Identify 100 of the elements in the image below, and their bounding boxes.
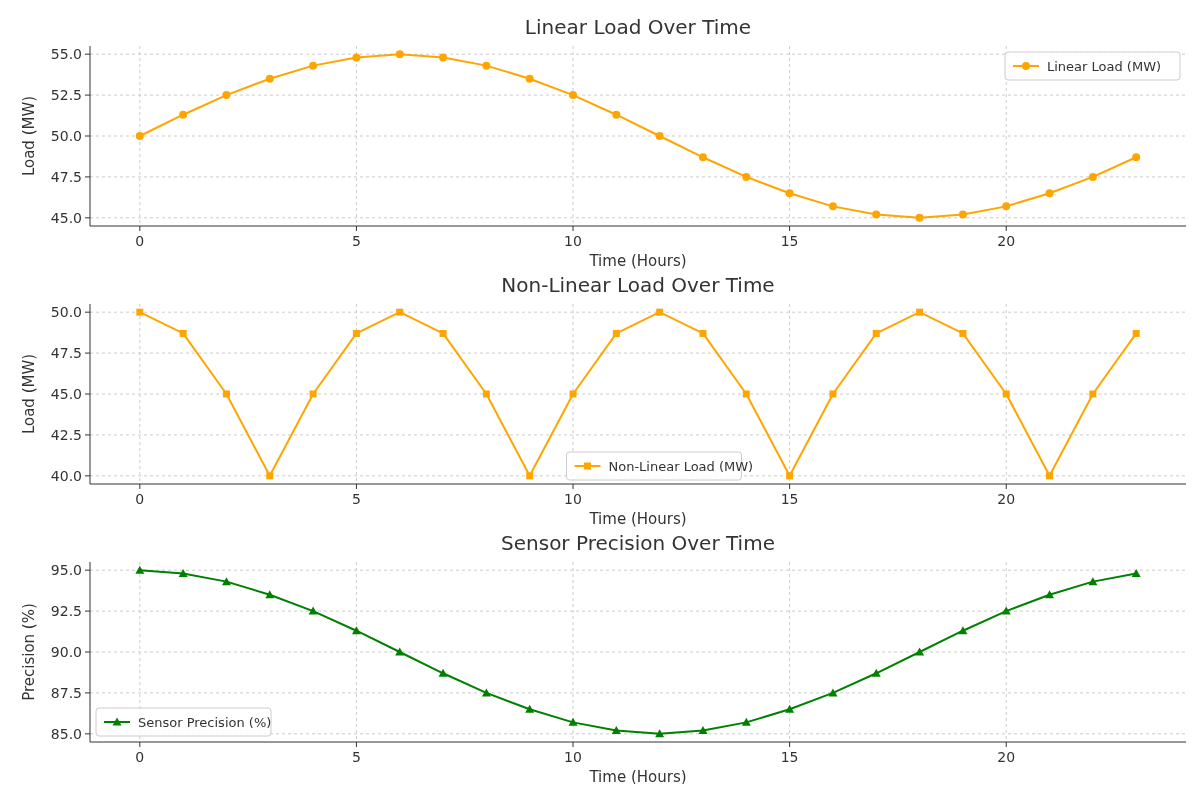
chart-title: Sensor Precision Over Time: [501, 531, 775, 555]
point: [828, 202, 837, 211]
x-tick-label: 20: [997, 749, 1016, 765]
x-tick-label: 10: [564, 749, 582, 765]
point: [438, 668, 448, 677]
point: [1131, 568, 1141, 577]
x-tick-label: 0: [135, 491, 145, 507]
x-tick-label: 5: [351, 491, 361, 507]
point: [785, 189, 794, 198]
point: [1132, 329, 1140, 337]
point: [742, 172, 751, 181]
point: [915, 213, 924, 222]
y-tick-label: 42.5: [50, 426, 82, 443]
point: [1088, 577, 1098, 586]
x-tick-label: 5: [351, 749, 361, 765]
point: [265, 590, 275, 599]
point: [308, 606, 318, 615]
point: [786, 472, 794, 480]
point: [222, 91, 231, 100]
x-tick-label: 20: [997, 491, 1016, 507]
point: [222, 390, 230, 398]
point: [1001, 606, 1011, 615]
legend-label: Sensor Precision (%): [138, 715, 272, 730]
x-tick-label: 10: [564, 233, 582, 249]
point: [1132, 153, 1141, 162]
point: [1089, 390, 1097, 398]
point: [741, 717, 751, 726]
point: [872, 210, 881, 219]
x-tick-label: 20: [997, 233, 1016, 249]
y-tick-label: 85.0: [50, 725, 82, 742]
point: [179, 329, 187, 337]
point: [742, 390, 750, 398]
x-axis-title: Time (Hours): [588, 510, 687, 528]
point: [265, 74, 274, 83]
point: [439, 329, 447, 337]
y-tick-label: 50.0: [50, 304, 82, 321]
point: [959, 329, 967, 337]
x-axis-title: Time (Hours): [588, 252, 687, 270]
x-tick-label: 15: [780, 749, 799, 765]
y-tick-label: 52.5: [50, 87, 82, 104]
point: [655, 132, 664, 140]
point: [829, 390, 837, 398]
y-tick-label: 50.0: [50, 128, 82, 144]
point: [698, 726, 708, 735]
y-tick-label: 92.5: [50, 603, 82, 620]
y-tick-label: 45.0: [50, 386, 82, 402]
point: [178, 568, 188, 577]
point: [699, 329, 707, 337]
point: [266, 472, 274, 480]
point: [569, 390, 577, 398]
y-tick-label: 47.5: [50, 345, 82, 362]
point: [958, 626, 968, 635]
point: [655, 729, 665, 738]
point: [135, 565, 145, 574]
point: [612, 110, 621, 119]
point: [309, 61, 318, 70]
x-tick-label: 0: [135, 749, 145, 765]
x-tick-label: 5: [351, 233, 361, 249]
point: [221, 577, 231, 586]
point: [482, 61, 491, 70]
y-tick-label: 95.0: [50, 562, 82, 579]
point: [958, 210, 967, 219]
point: [395, 647, 405, 656]
point: [872, 329, 880, 337]
legend-label: Linear Load (MW): [1047, 59, 1162, 74]
point: [482, 390, 490, 398]
point: [135, 132, 144, 140]
y-tick-label: 87.5: [50, 684, 82, 701]
point: [439, 53, 448, 62]
point: [698, 153, 707, 162]
point: [526, 472, 534, 480]
x-axis-title: Time (Hours): [588, 768, 687, 786]
point: [395, 50, 404, 59]
point: [352, 53, 361, 62]
point: [1088, 172, 1097, 181]
point: [569, 91, 578, 100]
point: [656, 308, 664, 316]
point: [351, 626, 361, 635]
x-tick-label: 0: [135, 233, 145, 249]
y-tick-label: 45.0: [50, 209, 82, 226]
y-tick-label: 47.5: [50, 168, 82, 185]
point: [525, 704, 535, 713]
point: [352, 329, 360, 337]
x-tick-label: 15: [780, 233, 799, 249]
point: [1045, 189, 1054, 198]
y-axis-title: Precision (%): [20, 603, 38, 701]
chart-title: Non-Linear Load Over Time: [501, 273, 775, 297]
y-axis-title: Load (MW): [20, 95, 38, 177]
y-tick-label: 40.0: [50, 467, 82, 484]
point: [1002, 202, 1011, 211]
point: [136, 308, 144, 316]
point: [916, 308, 924, 316]
y-tick-label: 90.0: [50, 644, 82, 660]
point: [1046, 472, 1054, 480]
x-tick-label: 10: [564, 491, 582, 507]
point: [309, 390, 317, 398]
point: [612, 329, 620, 337]
y-tick-label: 55.0: [50, 46, 82, 63]
point: [611, 726, 621, 735]
point: [871, 668, 881, 677]
